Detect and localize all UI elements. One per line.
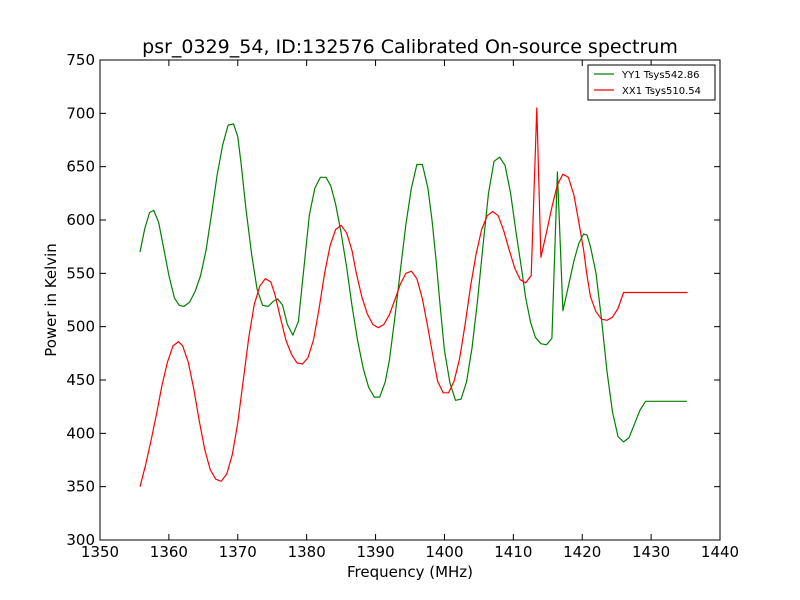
x-axis-ticks: 1350 1360 1370 1380 1390 1400 1410 1420 1430 1440 <box>81 60 739 561</box>
y-tick-label: 650 <box>66 158 95 176</box>
x-tick-label: 1440 <box>701 543 739 561</box>
chart-title: psr_0329_54, ID:132576 Calibrated On-sou… <box>142 36 678 58</box>
y-tick-label: 550 <box>66 264 95 282</box>
y-tick-label: 400 <box>66 424 95 442</box>
x-tick-label: 1400 <box>425 543 463 561</box>
y-tick-label: 350 <box>66 478 95 496</box>
y-tick-label: 700 <box>66 104 95 122</box>
series-line-xx1 <box>139 107 688 487</box>
series-line-yy1 <box>139 123 687 443</box>
x-tick-label: 1410 <box>494 543 532 561</box>
x-tick-label: 1360 <box>150 543 188 561</box>
y-axis-ticks: 300 350 400 450 500 550 600 650 700 750 <box>66 51 720 549</box>
legend-box <box>587 64 716 101</box>
x-tick-label: 1350 <box>81 543 119 561</box>
x-tick-label: 1370 <box>219 543 257 561</box>
x-axis-label: Frequency (MHz) <box>347 563 473 581</box>
y-tick-label: 600 <box>66 211 95 229</box>
legend-label-yy1: YY1 Tsys542.86 <box>621 70 700 81</box>
y-axis-label: Power in Kelvin <box>42 243 60 357</box>
x-tick-label: 1390 <box>356 543 394 561</box>
x-tick-label: 1380 <box>288 543 326 561</box>
y-tick-label: 750 <box>66 51 95 69</box>
plot-area <box>99 59 721 541</box>
y-tick-label: 450 <box>66 371 95 389</box>
y-tick-label: 300 <box>66 531 95 549</box>
series-lines <box>139 107 688 487</box>
y-tick-label: 500 <box>66 318 95 336</box>
x-tick-label: 1420 <box>563 543 601 561</box>
legend: YY1 Tsys542.86 XX1 Tsys510.54 <box>587 64 716 101</box>
x-tick-label: 1430 <box>632 543 670 561</box>
legend-label-xx1: XX1 Tsys510.54 <box>622 86 701 97</box>
